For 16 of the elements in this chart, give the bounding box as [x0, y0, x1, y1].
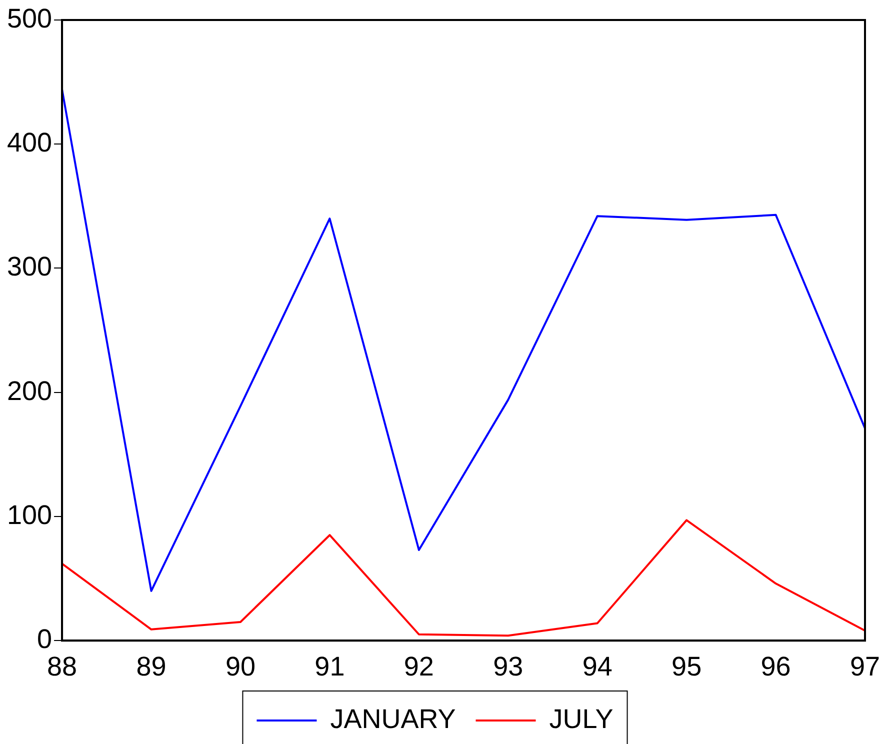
x-tick-label: 90: [225, 651, 256, 682]
y-tick-label: 500: [6, 3, 52, 34]
x-tick-label: 89: [136, 651, 166, 682]
x-tick-label: 93: [493, 651, 524, 682]
x-tick-label: 95: [672, 651, 702, 682]
x-tick-label: 96: [760, 651, 791, 682]
x-tick-label: 92: [404, 651, 434, 682]
y-tick-label: 400: [6, 128, 52, 158]
x-tick-label: 91: [314, 651, 345, 682]
y-tick-label: 200: [6, 376, 52, 406]
legend-label: JANUARY: [330, 704, 456, 734]
x-tick-label: 94: [582, 651, 612, 682]
y-tick-label: 300: [6, 252, 52, 282]
y-tick-label: 100: [6, 500, 52, 530]
x-tick-label: 97: [850, 651, 880, 682]
legend-label: JULY: [549, 704, 614, 734]
